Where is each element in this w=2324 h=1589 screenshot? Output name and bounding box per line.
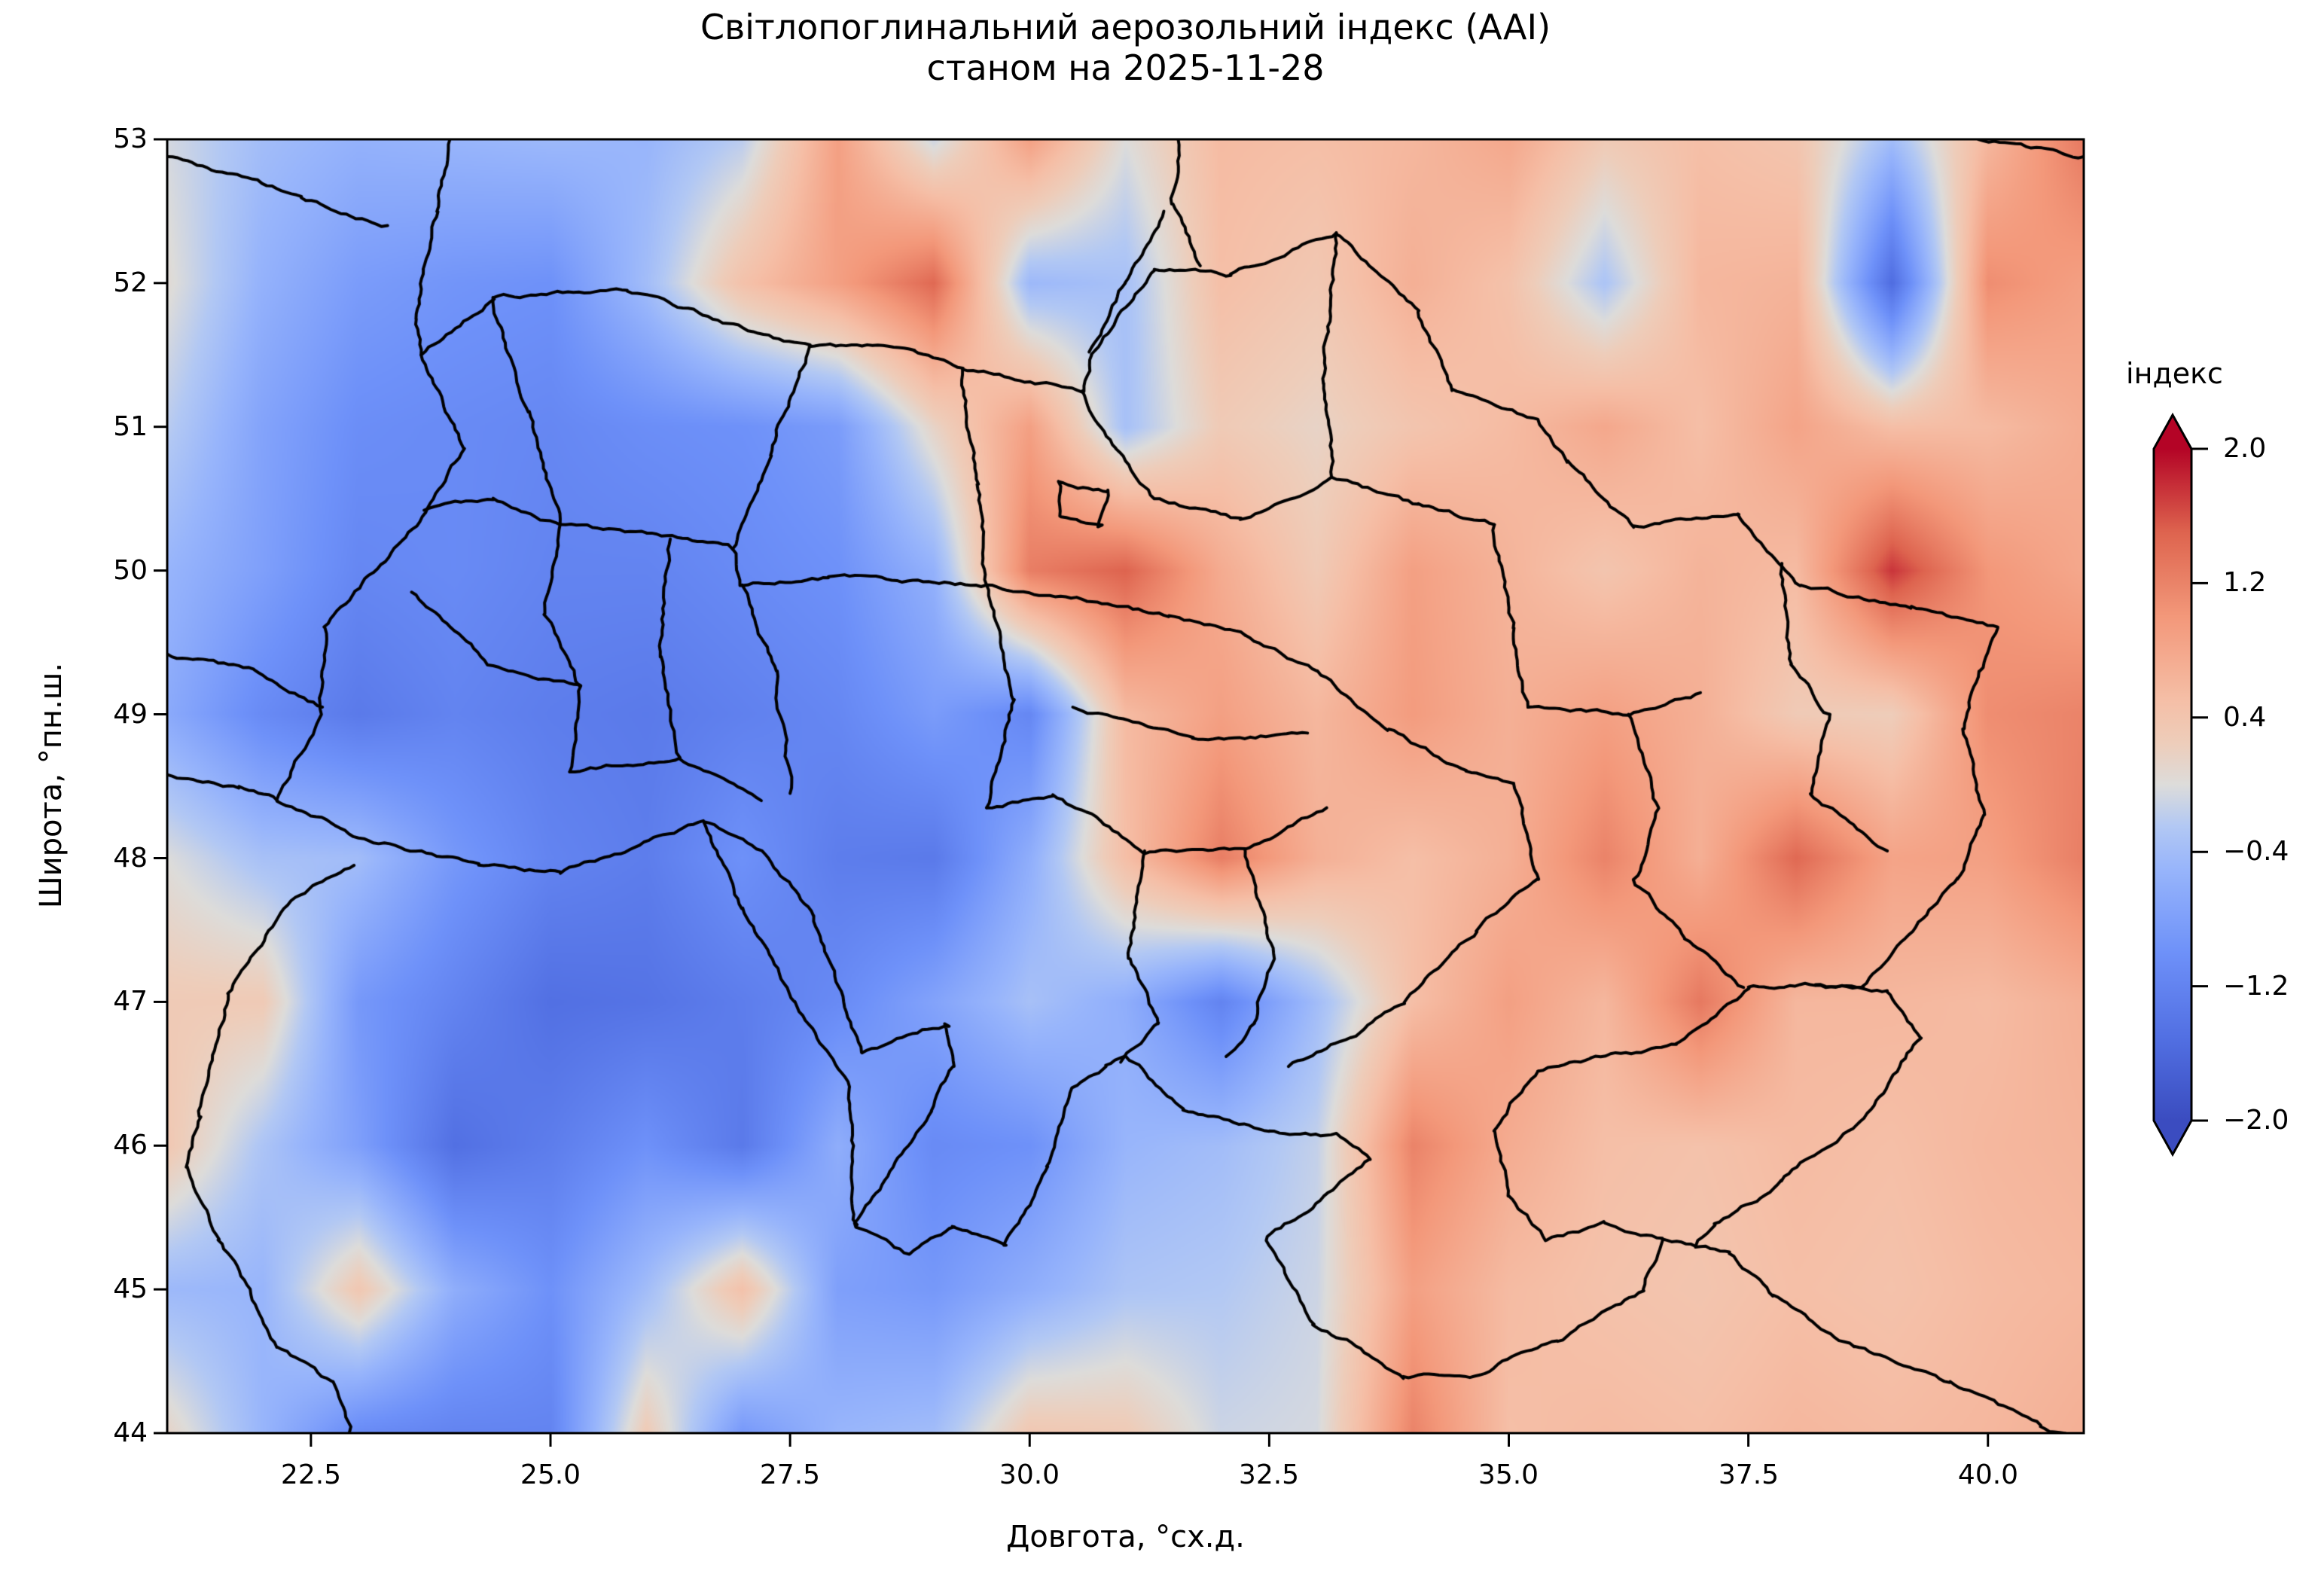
x-tick-label: 25.0 [520, 1459, 581, 1490]
x-axis-label: Довгота, °сх.д. [1006, 1520, 1245, 1554]
colorbar-tick-label: −2.0 [2223, 1105, 2289, 1136]
x-tick-label: 22.5 [280, 1459, 342, 1490]
x-tick-label: 32.5 [1238, 1459, 1300, 1490]
y-tick-label: 53 [113, 124, 148, 154]
x-tick-label: 27.5 [759, 1459, 821, 1490]
colorbar-title: індекс [2126, 357, 2223, 390]
colorbar-tick-label: −1.2 [2223, 971, 2289, 1002]
colorbar-tick-label: −0.4 [2223, 836, 2289, 867]
colorbar-tick-label: 0.4 [2223, 702, 2267, 733]
y-tick-label: 47 [113, 986, 148, 1017]
colorbar-tick-label: 2.0 [2223, 433, 2267, 464]
y-tick-label: 48 [113, 843, 148, 874]
x-tick-label: 37.5 [1718, 1459, 1780, 1490]
borders-canvas [167, 139, 2084, 1433]
y-tick-label: 44 [113, 1417, 148, 1448]
colorbar-tick-label: 1.2 [2223, 567, 2267, 598]
y-tick-label: 50 [113, 555, 148, 586]
y-tick-label: 46 [113, 1130, 148, 1160]
x-tick-label: 30.0 [999, 1459, 1060, 1490]
x-tick-label: 40.0 [1957, 1459, 2019, 1490]
y-tick-label: 52 [113, 267, 148, 298]
figure-title-line2: станом на 2025-11-28 [926, 47, 1325, 88]
y-tick-label: 45 [113, 1273, 148, 1304]
map-plot [167, 139, 2084, 1433]
y-axis-label: Широта, °пн.ш. [34, 662, 69, 909]
y-tick-label: 51 [113, 411, 148, 442]
y-tick-label: 49 [113, 699, 148, 730]
x-tick-label: 35.0 [1478, 1459, 1539, 1490]
figure-title-line1: Світлопоглинальний аерозольний індекс (A… [700, 7, 1551, 47]
